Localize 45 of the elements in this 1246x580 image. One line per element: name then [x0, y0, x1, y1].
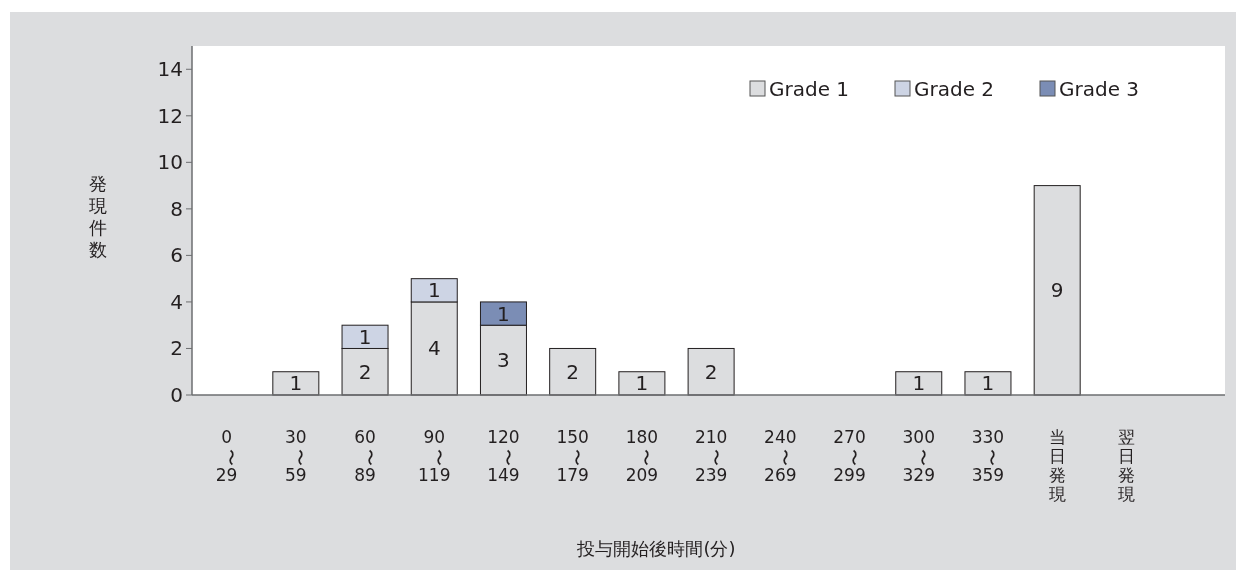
x-tick-label: 30〜59 — [285, 427, 311, 485]
x-tick-label: 180〜209 — [625, 427, 659, 485]
y-axis-title: 発現件数 — [89, 173, 107, 260]
x-tick-label: 300〜329 — [902, 427, 935, 485]
x-tick-label: 240〜269 — [764, 427, 797, 485]
x-tick-label: 120〜149 — [487, 427, 520, 485]
y-tick-label: 4 — [170, 289, 183, 314]
data-label: 1 — [981, 371, 995, 396]
data-label: 1 — [497, 301, 510, 326]
bar — [1033, 185, 1081, 396]
x-tick-label: 270〜299 — [833, 427, 866, 485]
y-tick-label: 2 — [170, 336, 183, 361]
bar — [618, 371, 666, 396]
data-label: 9 — [1050, 278, 1064, 303]
x-tick-label: 0〜29 — [215, 427, 242, 485]
data-label: 4 — [427, 336, 441, 361]
data-label: 3 — [497, 348, 510, 373]
legend-label: Grade 3 — [1059, 77, 1140, 101]
y-tick-label: 6 — [170, 243, 183, 268]
bar — [549, 347, 597, 396]
bar — [687, 347, 735, 396]
data-label: 2 — [566, 359, 580, 384]
data-label: 2 — [358, 359, 372, 384]
x-tick-label: 210〜239 — [694, 427, 728, 485]
y-tick-label: 10 — [157, 150, 183, 175]
bar — [964, 371, 1012, 396]
legend-label: Grade 2 — [914, 77, 995, 101]
data-label: 1 — [358, 324, 372, 349]
x-axis-title: 投与開始後時間(分) — [576, 538, 736, 559]
y-tick-label: 14 — [157, 57, 183, 82]
legend-label: Grade 1 — [769, 77, 850, 101]
data-label: 2 — [704, 359, 718, 384]
y-tick-label: 12 — [157, 103, 183, 128]
y-tick-label: 8 — [170, 196, 183, 221]
x-tick-label: 翌日発現 — [1117, 427, 1135, 504]
x-tick-label: 330〜359 — [971, 427, 1005, 485]
x-tick-label: 60〜89 — [354, 427, 380, 485]
data-label: 1 — [427, 278, 441, 303]
x-tick-label: 150〜179 — [556, 427, 589, 485]
x-tick-label: 90〜119 — [418, 427, 451, 485]
x-tick-label: 当日発現 — [1048, 427, 1066, 504]
data-label: 1 — [289, 371, 303, 396]
data-label: 1 — [912, 371, 926, 396]
data-label: 1 — [635, 371, 649, 396]
y-tick-label: 0 — [170, 383, 183, 407]
